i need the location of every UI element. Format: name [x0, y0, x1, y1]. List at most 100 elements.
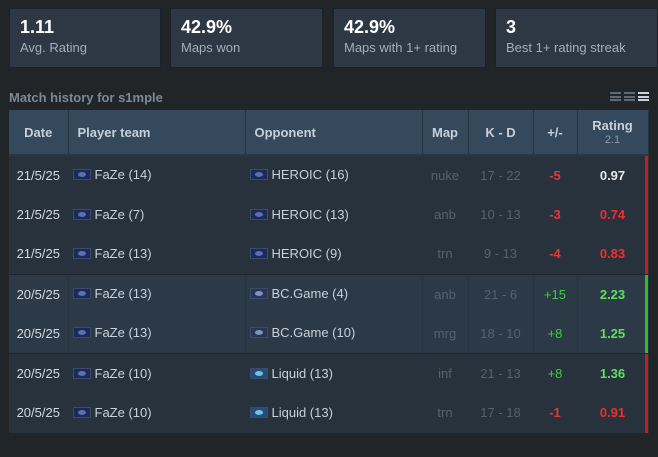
team-logo-icon	[72, 327, 91, 339]
map-name[interactable]: inf	[422, 353, 469, 394]
rating-value: 0.83	[577, 234, 649, 275]
stats-bar: 1.11 Avg. Rating 42.9% Maps won 42.9% Ma…	[9, 8, 658, 68]
stat-value: 1.11	[20, 17, 55, 37]
plus-minus: -5	[533, 155, 578, 195]
opponent-cell[interactable]: HEROIC (13)	[245, 194, 423, 235]
stat-label: Maps won	[181, 40, 241, 55]
plus-minus: -1	[533, 393, 578, 433]
stat-maps-with-rating: 42.9% Maps with 1+ rating	[333, 8, 486, 68]
match-date: 20/5/25	[9, 313, 69, 354]
team-logo-icon	[249, 208, 268, 220]
table-row[interactable]: 20/5/25 FaZe (10) Liquid (13) trn 17 - 1…	[9, 393, 649, 433]
player-team: FaZe (7)	[94, 206, 145, 222]
table-row[interactable]: 21/5/25 FaZe (14) HEROIC (16) nuke 17 - …	[9, 155, 649, 195]
team-logo-icon	[72, 367, 91, 379]
rating-value: 2.23	[577, 274, 649, 314]
col-kd[interactable]: K - D	[468, 110, 534, 156]
match-history-header: Match history for s1mple	[9, 89, 649, 107]
kill-death: 17 - 18	[468, 393, 534, 433]
list-full-icon[interactable]	[638, 91, 649, 102]
table-row[interactable]: 21/5/25 FaZe (7) HEROIC (13) anb 10 - 13…	[9, 194, 649, 235]
stat-maps-won: 42.9% Maps won	[170, 8, 323, 68]
opponent-team: BC.Game (4)	[271, 286, 349, 302]
map-name[interactable]: nuke	[422, 155, 469, 195]
player-team-cell[interactable]: FaZe (13)	[68, 234, 246, 275]
col-plusminus[interactable]: +/-	[533, 110, 578, 156]
col-map[interactable]: Map	[422, 110, 469, 156]
rating-value: 1.36	[577, 353, 649, 394]
col-opponent[interactable]: Opponent	[245, 110, 423, 156]
opponent-cell[interactable]: BC.Game (4)	[245, 274, 423, 314]
player-team: FaZe (13)	[94, 325, 152, 341]
match-date: 21/5/25	[9, 234, 69, 275]
opponent-cell[interactable]: Liquid (13)	[245, 353, 423, 394]
player-team: FaZe (14)	[94, 167, 152, 183]
kill-death: 17 - 22	[468, 155, 534, 195]
kill-death: 10 - 13	[468, 194, 534, 235]
plus-minus: +15	[533, 274, 578, 314]
match-date: 20/5/25	[9, 353, 69, 394]
opponent-team: BC.Game (10)	[271, 325, 356, 341]
player-team: FaZe (10)	[94, 404, 152, 420]
match-date: 20/5/25	[9, 393, 69, 433]
kill-death: 21 - 6	[468, 274, 534, 314]
table-row[interactable]: 21/5/25 FaZe (13) HEROIC (9) trn 9 - 13 …	[9, 234, 649, 275]
player-team-cell[interactable]: FaZe (10)	[68, 393, 246, 433]
col-date[interactable]: Date	[9, 110, 69, 156]
rating-value: 0.91	[577, 393, 649, 433]
opponent-cell[interactable]: Liquid (13)	[245, 393, 423, 433]
team-logo-icon	[249, 169, 268, 181]
match-date: 21/5/25	[9, 194, 69, 235]
team-logo-icon	[249, 288, 268, 300]
team-logo-icon	[249, 406, 268, 418]
match-history-table: Date Player team Opponent Map K - D +/- …	[9, 110, 649, 433]
kill-death: 21 - 13	[468, 353, 534, 394]
team-logo-icon	[72, 406, 91, 418]
match-history-title: Match history for s1mple	[9, 90, 163, 105]
map-name[interactable]: trn	[422, 234, 469, 275]
player-team: FaZe (13)	[94, 286, 152, 302]
stat-label: Best 1+ rating streak	[506, 40, 626, 55]
player-team-cell[interactable]: FaZe (13)	[68, 313, 246, 354]
col-player-team[interactable]: Player team	[68, 110, 246, 156]
plus-minus: -4	[533, 234, 578, 275]
table-row[interactable]: 20/5/25 FaZe (13) BC.Game (4) anb 21 - 6…	[9, 274, 649, 314]
table-row[interactable]: 20/5/25 FaZe (13) BC.Game (10) mrg 18 - …	[9, 313, 649, 354]
plus-minus: -3	[533, 194, 578, 235]
team-logo-icon	[249, 367, 268, 379]
stat-value: 3	[506, 17, 517, 37]
plus-minus: +8	[533, 313, 578, 354]
opponent-team: Liquid (13)	[271, 365, 333, 381]
opponent-cell[interactable]: HEROIC (16)	[245, 155, 423, 195]
kill-death: 18 - 10	[468, 313, 534, 354]
match-date: 21/5/25	[9, 155, 69, 195]
match-date: 20/5/25	[9, 274, 69, 314]
table-row[interactable]: 20/5/25 FaZe (10) Liquid (13) inf 21 - 1…	[9, 353, 649, 394]
map-name[interactable]: trn	[422, 393, 469, 433]
list-compact-icon[interactable]	[610, 91, 621, 102]
rating-value: 1.25	[577, 313, 649, 354]
player-team-cell[interactable]: FaZe (7)	[68, 194, 246, 235]
map-name[interactable]: anb	[422, 274, 469, 314]
stat-label: Avg. Rating	[20, 40, 87, 55]
stat-best-streak: 3 Best 1+ rating streak	[495, 8, 658, 68]
col-rating[interactable]: Rating 2.1	[577, 110, 649, 156]
opponent-cell[interactable]: HEROIC (9)	[245, 234, 423, 275]
col-rating-label: Rating	[592, 118, 633, 133]
player-team-cell[interactable]: FaZe (13)	[68, 274, 246, 314]
player-team: FaZe (10)	[94, 365, 152, 381]
team-logo-icon	[72, 208, 91, 220]
list-medium-icon[interactable]	[624, 91, 635, 102]
rating-value: 0.74	[577, 194, 649, 235]
opponent-cell[interactable]: BC.Game (10)	[245, 313, 423, 354]
stat-label: Maps with 1+ rating	[344, 40, 458, 55]
table-header-row: Date Player team Opponent Map K - D +/- …	[9, 110, 649, 156]
col-rating-version: 2.1	[604, 134, 621, 146]
team-logo-icon	[249, 327, 268, 339]
map-name[interactable]: mrg	[422, 313, 469, 354]
plus-minus: +8	[533, 353, 578, 394]
player-team-cell[interactable]: FaZe (14)	[68, 155, 246, 195]
map-name[interactable]: anb	[422, 194, 469, 235]
opponent-team: HEROIC (13)	[271, 206, 349, 222]
player-team-cell[interactable]: FaZe (10)	[68, 353, 246, 394]
